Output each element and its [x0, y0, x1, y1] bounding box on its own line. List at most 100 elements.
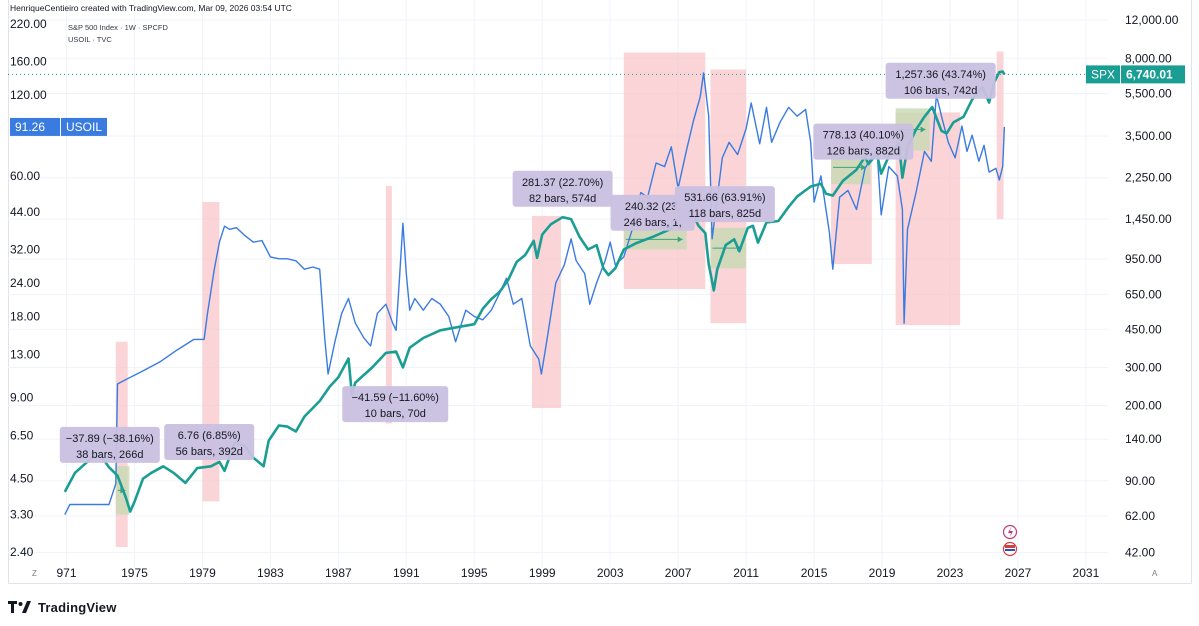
zoom-corner-icon[interactable]: Z [32, 569, 37, 578]
left-axis-tick-label: 3.30 [10, 508, 34, 522]
measure-arrow-head [677, 236, 683, 243]
x-axis-tick-label: 2015 [801, 566, 828, 580]
x-axis-tick-label: 2011 [733, 566, 759, 580]
left-axis-tick-label: 120.00 [10, 88, 47, 102]
left-axis-tick-label: 60.00 [10, 169, 40, 183]
x-axis-tick-label: 2023 [937, 566, 964, 580]
chart-frame [8, 0, 1192, 584]
annotation-line1: −41.59 (−11.60%) [352, 392, 439, 404]
annotation-box [512, 170, 613, 207]
right-axis-tick-label: 140.00 [1125, 432, 1162, 446]
right-axis-tick-label: 12,000.00 [1125, 13, 1179, 27]
date-range-highlight [385, 186, 392, 424]
right-axis-tick-label: 5,500.00 [1125, 87, 1172, 101]
left-axis-tick-label: 32.00 [10, 242, 40, 256]
measure-annotation: 1,257.36 (43.74%) 106 bars, 742d [885, 62, 996, 99]
annotation-line2: 82 bars, 574d [529, 193, 596, 205]
auto-scale-icon[interactable]: A [1152, 569, 1158, 578]
annotation-box [59, 426, 160, 463]
usoil-price-value: 91.26 [15, 120, 45, 134]
x-axis-tick-label: 1995 [461, 566, 488, 580]
right-axis-tick-label: 1,450.00 [1125, 212, 1172, 226]
measure-annotation: 281.37 (22.70%) 82 bars, 574d [512, 170, 613, 207]
annotation-box [342, 386, 449, 423]
measure-annotation: 531.66 (63.91%) 118 bars, 825d [674, 186, 775, 223]
left-axis-tick-label: 24.00 [10, 276, 40, 290]
x-axis-tick-label: 2019 [869, 566, 896, 580]
left-axis-tick-label: 9.00 [10, 390, 34, 404]
x-axis-tick-label: 2031 [1073, 566, 1100, 580]
right-axis-tick-label: 2,250.00 [1125, 171, 1172, 185]
annotation-line2: 38 bars, 266d [76, 449, 143, 461]
annotation-line2: 118 bars, 825d [689, 208, 762, 220]
x-axis-tick-label: 1987 [325, 566, 352, 580]
date-range-highlight [623, 52, 706, 290]
spx-price-badge [1121, 65, 1185, 84]
right-axis-tick-label: 42.00 [1125, 546, 1155, 560]
annotation-line1: 531.66 (63.91%) [684, 192, 765, 204]
usoil-ticker-label: USOIL [66, 120, 102, 134]
x-axis-tick-label: 1979 [189, 566, 216, 580]
lightning-icon [1008, 527, 1013, 537]
annotation-line2: 56 bars, 392d [176, 446, 243, 458]
date-range-highlight [532, 215, 561, 409]
left-axis-tick-label: 4.50 [10, 471, 34, 485]
x-axis-tick-label: 1991 [393, 566, 420, 580]
symbol-info-usoil[interactable]: USOIL · TVC [68, 35, 112, 44]
measure-annotation: −41.59 (−11.60%) 10 bars, 70d [342, 386, 449, 423]
annotation-box [164, 423, 255, 460]
right-axis-tick-label: 450.00 [1125, 322, 1162, 336]
x-axis-tick-label: 2003 [597, 566, 624, 580]
usoil-price-badge [10, 117, 60, 136]
right-axis-tick-label: 300.00 [1125, 360, 1162, 374]
right-axis-tick-label: 62.00 [1125, 509, 1155, 523]
annotation-line1: 1,257.36 (43.74%) [895, 69, 986, 81]
annotation-box [610, 194, 695, 231]
annotation-line2: 10 bars, 70d [365, 408, 426, 420]
left-axis-tick-label: 220.00 [10, 17, 47, 31]
measure-annotation: 6.76 (6.85%) 56 bars, 392d [164, 423, 255, 460]
tradingview-logo-text: TradingView [38, 599, 117, 615]
annotation-line1: 778.13 (40.10%) [823, 130, 904, 142]
annotation-line1: 240.32 (23. [625, 201, 681, 213]
annotation-line1: 281.37 (22.70%) [522, 177, 603, 189]
spx-price-value: 6,740.01 [1126, 67, 1173, 81]
date-range-highlight [996, 51, 1004, 220]
x-axis-tick-label: 1983 [257, 566, 284, 580]
measure-annotation: −37.89 (−38.16%) 38 bars, 266d [59, 426, 160, 463]
x-axis-tick-label: 2007 [665, 566, 692, 580]
usoil-series-line [64, 72, 1006, 515]
annotation-box [885, 62, 996, 99]
spx-ticker-label: SPX [1091, 67, 1115, 81]
right-axis-tick-label: 200.00 [1125, 399, 1162, 413]
annotation-box [813, 123, 914, 160]
tradingview-logo-icon [8, 601, 31, 613]
attribution-text: HenriqueCentieiro created with TradingVi… [10, 3, 292, 13]
left-axis-tick-label: 2.40 [10, 545, 34, 559]
annotation-box [674, 186, 775, 223]
symbol-info-spx[interactable]: S&P 500 Index · 1W · SPCFD [68, 23, 168, 32]
usoil-ticker-badge [61, 117, 107, 136]
measure-annotation: 778.13 (40.10%) 126 bars, 882d [813, 123, 914, 160]
chart-plot[interactable]: −37.89 (−38.16%) 38 bars, 266d 6.76 (6.85%… [0, 0, 1199, 590]
spx-ticker-badge [1086, 65, 1120, 84]
measure-annotation: 240.32 (23. 246 bars, 1, [610, 194, 695, 231]
right-axis-tick-label: 950.00 [1125, 252, 1162, 266]
annotation-line2: 106 bars, 742d [904, 85, 977, 97]
x-axis-tick-label: 2027 [1005, 566, 1032, 580]
left-axis-tick-label: 160.00 [10, 54, 47, 68]
right-axis-tick-label: 8,000.00 [1125, 51, 1172, 65]
annotation-line2: 246 bars, 1, [624, 217, 682, 229]
annotation-line1: −37.89 (−38.16%) [66, 433, 154, 445]
x-axis-tick-label: 1975 [121, 566, 148, 580]
x-axis-tick-label: 971 [56, 566, 76, 580]
left-axis-tick-label: 6.50 [10, 428, 34, 442]
measure-arrow-head [920, 126, 926, 133]
tradingview-logo[interactable]: TradingView [8, 598, 117, 616]
flag-stripe-icon [1005, 549, 1015, 551]
right-axis-tick-label: 650.00 [1125, 288, 1162, 302]
flag-stripe-icon [1005, 545, 1015, 548]
left-axis-tick-label: 44.00 [10, 205, 40, 219]
left-axis-tick-label: 18.00 [10, 310, 40, 324]
annotation-line1: 6.76 (6.85%) [178, 430, 241, 442]
